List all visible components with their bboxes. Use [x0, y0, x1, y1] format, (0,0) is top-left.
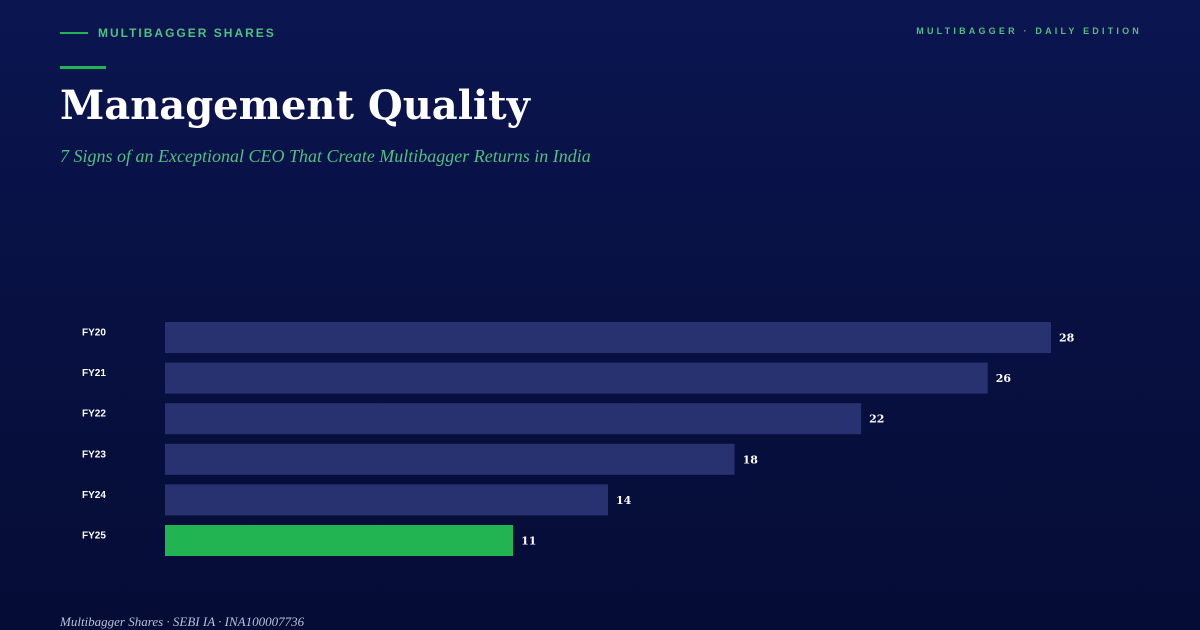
- footer-credit: Multibagger Shares · SEBI IA · INA100007…: [60, 614, 305, 629]
- page-title: Management Quality: [60, 82, 530, 129]
- value-label-fy23: 18: [743, 453, 759, 466]
- title-accent-bar: [60, 66, 106, 69]
- brand-name: MULTIBAGGER SHARES: [98, 26, 276, 40]
- value-label-fy21: 26: [996, 372, 1012, 385]
- category-label-fy23: FY23: [82, 449, 106, 460]
- value-label-fy22: 22: [869, 413, 884, 426]
- value-label-fy20: 28: [1059, 332, 1075, 345]
- bar-fy21: [165, 362, 988, 394]
- category-label-fy20: FY20: [82, 328, 106, 339]
- value-label-fy24: 14: [616, 494, 632, 507]
- category-label-fy22: FY22: [82, 409, 106, 420]
- value-label-fy25: 11: [521, 535, 536, 548]
- category-label-fy24: FY24: [82, 490, 106, 501]
- bar-fy25: [165, 525, 514, 556]
- bar-fy23: [165, 443, 735, 475]
- bar-fy24: [165, 484, 608, 516]
- brand-accent-line: [60, 32, 88, 34]
- bar-fy22: [165, 403, 862, 435]
- edition-label: MULTIBAGGER · DAILY EDITION: [916, 26, 1142, 36]
- category-label-fy25: FY25: [82, 531, 106, 542]
- category-label-fy21: FY21: [82, 368, 106, 379]
- bar-fy20: [165, 322, 1051, 353]
- page-subtitle: 7 Signs of an Exceptional CEO That Creat…: [60, 146, 591, 166]
- brand-header: MULTIBAGGER SHARES: [60, 25, 276, 41]
